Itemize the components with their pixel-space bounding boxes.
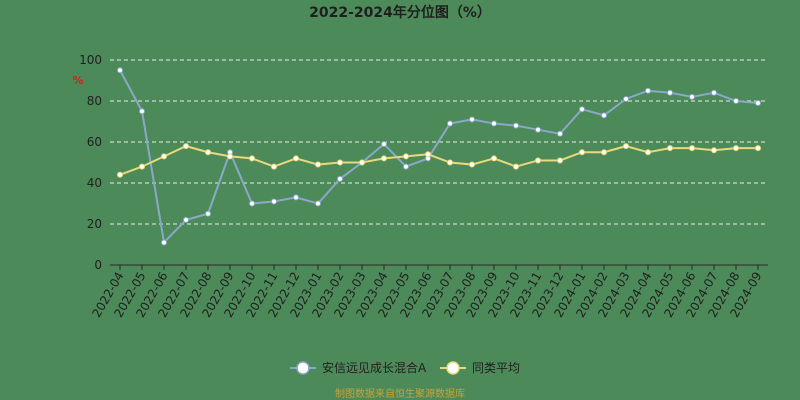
legend-marker — [446, 361, 460, 375]
data-point[interactable] — [117, 171, 123, 178]
y-axis-unit-mark: % — [72, 74, 83, 87]
legend-item[interactable]: 安信远见成长混合A — [290, 360, 427, 375]
y-tick-label: 40 — [87, 176, 102, 190]
data-point[interactable] — [425, 151, 431, 158]
data-point[interactable] — [491, 120, 497, 127]
data-point[interactable] — [689, 145, 695, 152]
data-point[interactable] — [161, 153, 167, 160]
series-lines — [117, 67, 761, 246]
data-point[interactable] — [491, 155, 497, 162]
data-point[interactable] — [205, 210, 211, 217]
data-point[interactable] — [139, 163, 145, 170]
data-point[interactable] — [293, 194, 299, 201]
data-point[interactable] — [447, 159, 453, 166]
data-point[interactable] — [271, 198, 277, 205]
data-point[interactable] — [205, 149, 211, 156]
data-point[interactable] — [381, 141, 387, 148]
data-point[interactable] — [601, 112, 607, 119]
data-point[interactable] — [557, 130, 563, 137]
data-point[interactable] — [645, 87, 651, 94]
legend-label: 同类平均 — [472, 361, 520, 375]
data-point[interactable] — [733, 98, 739, 104]
data-point[interactable] — [711, 147, 717, 154]
data-point[interactable] — [579, 149, 585, 156]
data-point[interactable] — [513, 122, 519, 129]
data-point[interactable] — [183, 216, 189, 223]
data-point[interactable] — [623, 143, 629, 150]
data-point[interactable] — [535, 157, 541, 164]
y-tick-label: 0 — [94, 258, 102, 272]
data-point[interactable] — [469, 116, 475, 123]
data-point[interactable] — [755, 100, 761, 107]
data-point[interactable] — [293, 155, 299, 162]
data-point[interactable] — [403, 163, 409, 170]
series-2 — [117, 143, 761, 178]
chart-title: 2022-2024年分位图（%） — [309, 4, 491, 21]
data-point[interactable] — [183, 143, 189, 150]
data-point[interactable] — [271, 163, 277, 170]
y-tick-label: 60 — [87, 135, 102, 149]
y-tick-label: 20 — [87, 217, 102, 231]
data-point[interactable] — [755, 145, 761, 152]
data-point[interactable] — [447, 120, 453, 127]
y-axis: 0 20 40 60 80 100 — [79, 53, 102, 272]
data-point[interactable] — [579, 106, 585, 113]
y-tick-label: 80 — [87, 94, 102, 108]
series-1 — [117, 67, 761, 246]
x-axis: 2022-042022-052022-062022-072022-082022-… — [89, 265, 765, 320]
data-point[interactable] — [623, 95, 629, 102]
data-point[interactable] — [249, 155, 255, 162]
data-source-footer: 制图数据来自恒生聚源数据库 — [335, 387, 465, 400]
data-point[interactable] — [601, 149, 607, 156]
data-point[interactable] — [513, 163, 519, 170]
data-point[interactable] — [557, 157, 563, 164]
data-point[interactable] — [315, 200, 321, 207]
data-point[interactable] — [139, 108, 145, 115]
data-point[interactable] — [667, 89, 673, 96]
series-line — [119, 145, 758, 176]
data-point[interactable] — [403, 153, 409, 160]
data-point[interactable] — [469, 161, 475, 168]
data-point[interactable] — [535, 126, 541, 133]
data-point[interactable] — [337, 175, 343, 182]
data-point[interactable] — [249, 200, 255, 207]
data-point[interactable] — [711, 89, 717, 96]
legend-label: 安信远见成长混合A — [322, 360, 427, 375]
data-point[interactable] — [667, 145, 673, 152]
legend-marker — [296, 361, 310, 375]
data-point[interactable] — [381, 155, 387, 162]
data-point[interactable] — [645, 149, 651, 156]
data-point[interactable] — [733, 145, 739, 152]
data-point[interactable] — [227, 153, 233, 160]
data-point[interactable] — [117, 67, 123, 74]
legend-item[interactable]: 同类平均 — [440, 361, 520, 375]
data-point[interactable] — [359, 159, 365, 166]
legend[interactable]: 安信远见成长混合A 同类平均 — [290, 360, 520, 375]
y-tick-label: 100 — [79, 53, 102, 67]
data-point[interactable] — [315, 161, 321, 168]
series-line — [119, 69, 759, 245]
data-point[interactable] — [161, 239, 167, 246]
data-point[interactable] — [689, 93, 695, 100]
data-point[interactable] — [337, 159, 343, 166]
